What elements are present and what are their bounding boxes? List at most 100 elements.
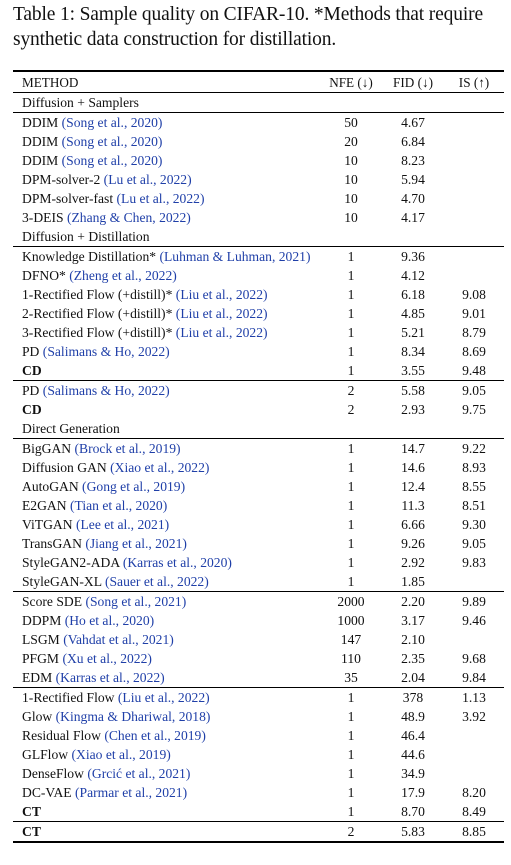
citation-link[interactable]: (Gong et al., 2019) [82,479,186,494]
section-row: Diffusion + Samplers [13,93,504,113]
citation-link[interactable]: (Zheng et al., 2022) [69,268,177,283]
is-cell: 9.01 [462,306,486,321]
method-cell: BigGAN (Brock et al., 2019) [13,439,320,459]
citation-link[interactable]: (Vahdat et al., 2021) [63,632,174,647]
nfe-cell: 1 [347,460,355,475]
table-row: ViTGAN (Lee et al., 2021) 1 6.66 9.30 [13,515,504,534]
citation-link[interactable]: (Liu et al., 2022) [175,306,268,321]
nfe-cell: 1 [347,747,355,762]
nfe-cell: 1 [347,479,355,494]
method-cell: CD [13,400,320,419]
is-cell [444,726,504,745]
citation-link[interactable]: (Lu et al., 2022) [103,172,192,187]
citation-link[interactable]: (Lee et al., 2021) [75,517,170,532]
method-name: ViTGAN [22,517,73,532]
nfe-cell: 1 [347,325,355,340]
citation-link[interactable]: (Sauer et al., 2022) [104,574,209,589]
section-row: Diffusion + Distillation [13,227,504,247]
is-cell [444,208,504,227]
is-cell [444,266,504,285]
table-row: Knowledge Distillation* (Luhman & Luhman… [13,247,504,267]
citation-link[interactable]: (Song et al., 2020) [61,115,163,130]
citation-link[interactable]: (Xiao et al., 2019) [71,747,171,762]
citation-link[interactable]: (Brock et al., 2019) [74,441,181,456]
citation-link[interactable]: (Lu et al., 2022) [116,191,205,206]
nfe-cell: 1 [347,287,355,302]
fid-cell: 3.55 [401,363,425,378]
citation-link[interactable]: (Salimans & Ho, 2022) [42,383,170,398]
fid-cell: 8.34 [401,344,425,359]
table-row: DDIM (Song et al., 2020) 50 4.67 [13,113,504,133]
method-name: StyleGAN-XL [22,574,102,589]
nfe-cell: 1 [347,804,355,819]
fid-cell: 46.4 [401,728,425,743]
nfe-cell: 1 [347,709,355,724]
section-title: Diffusion + Samplers [22,95,139,110]
method-name: AutoGAN [22,479,79,494]
citation-link[interactable]: (Jiang et al., 2021) [85,536,187,551]
table-row: LSGM (Vahdat et al., 2021) 147 2.10 [13,630,504,649]
method-cell: Knowledge Distillation* (Luhman & Luhman… [13,247,320,267]
fid-cell: 6.84 [401,134,425,149]
citation-link[interactable]: (Song et al., 2021) [85,594,187,609]
citation-link[interactable]: (Song et al., 2020) [61,134,163,149]
method-name: CD [22,363,42,378]
citation-link[interactable]: (Chen et al., 2019) [104,728,206,743]
citation-link[interactable]: (Kingma & Dhariwal, 2018) [55,709,211,724]
citation-link[interactable]: (Salimans & Ho, 2022) [42,344,170,359]
nfe-cell: 1 [347,268,355,283]
citation-link[interactable]: (Liu et al., 2022) [117,690,210,705]
nfe-cell: 50 [344,115,358,130]
citation-link[interactable]: (Ho et al., 2020) [64,613,155,628]
method-cell: EDM (Karras et al., 2022) [13,668,320,688]
nfe-cell: 35 [344,670,358,685]
citation-link[interactable]: (Song et al., 2020) [61,153,163,168]
method-cell: DenseFlow (Grcić et al., 2021) [13,764,320,783]
fid-cell: 14.6 [401,460,425,475]
citation-link[interactable]: (Liu et al., 2022) [175,287,268,302]
section-title: Diffusion + Distillation [22,229,150,244]
table-row: PD (Salimans & Ho, 2022) 2 5.58 9.05 [13,380,504,401]
fid-cell: 2.04 [401,670,425,685]
citation-link[interactable]: (Xiao et al., 2022) [110,460,210,475]
table-row: Score SDE (Song et al., 2021) 2000 2.20 9.8… [13,591,504,612]
nfe-cell: 1 [347,536,355,551]
fid-cell: 8.23 [401,153,425,168]
nfe-cell: 1 [347,785,355,800]
citation-link[interactable]: (Karras et al., 2022) [55,670,165,685]
is-cell: 8.85 [462,824,486,839]
method-cell: DDIM (Song et al., 2020) [13,151,320,170]
citation-link[interactable]: (Luhman & Luhman, 2021) [159,249,311,264]
is-cell [444,132,504,151]
is-cell: 9.84 [462,670,486,685]
is-cell: 9.05 [462,536,486,551]
method-cell: Residual Flow (Chen et al., 2019) [13,726,320,745]
table-row: PFGM (Xu et al., 2022) 110 2.35 9.68 [13,649,504,668]
citation-link[interactable]: (Tian et al., 2020) [69,498,168,513]
table-header: METHOD NFE (↓) FID (↓) IS (↑) [13,71,504,93]
fid-cell: 9.26 [401,536,425,551]
citation-link[interactable]: (Zhang & Chen, 2022) [66,210,191,225]
method-cell: TransGAN (Jiang et al., 2021) [13,534,320,553]
fid-cell: 6.66 [401,517,425,532]
citation-link[interactable]: (Karras et al., 2020) [122,555,232,570]
method-name: CT [22,804,41,819]
is-cell: 9.89 [462,594,486,609]
citation-link[interactable]: (Liu et al., 2022) [175,325,268,340]
citation-link[interactable]: (Grcić et al., 2021) [87,766,191,781]
nfe-cell: 1 [347,574,355,589]
fid-cell: 5.83 [401,824,425,839]
fid-cell: 11.3 [401,498,425,513]
method-cell: StyleGAN2-ADA (Karras et al., 2020) [13,553,320,572]
fid-cell: 378 [402,690,424,705]
table-row: TransGAN (Jiang et al., 2021) 1 9.26 9.05 [13,534,504,553]
method-cell: Score SDE (Song et al., 2021) [13,592,320,612]
method-cell: 1-Rectified Flow (Liu et al., 2022) [13,688,320,708]
table-row: E2GAN (Tian et al., 2020) 1 11.3 8.51 [13,496,504,515]
citation-link[interactable]: (Parmar et al., 2021) [75,785,188,800]
is-cell: 9.48 [462,363,486,378]
table-body: Diffusion + Samplers DDIM (Song et al., 2… [13,93,504,842]
method-cell: CD [13,361,320,381]
citation-link[interactable]: (Xu et al., 2022) [62,651,152,666]
table-row: 1-Rectified Flow (+distill)* (Liu et al.… [13,285,504,304]
